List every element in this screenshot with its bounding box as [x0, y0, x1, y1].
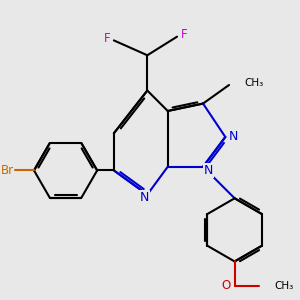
Text: N: N — [140, 191, 149, 204]
Text: F: F — [180, 28, 187, 41]
Text: Br: Br — [1, 164, 14, 177]
Text: O: O — [222, 279, 231, 292]
Text: F: F — [104, 32, 110, 45]
Text: CH₃: CH₃ — [274, 280, 294, 291]
Text: N: N — [204, 164, 213, 177]
Text: N: N — [229, 130, 238, 143]
Text: CH₃: CH₃ — [245, 78, 264, 88]
